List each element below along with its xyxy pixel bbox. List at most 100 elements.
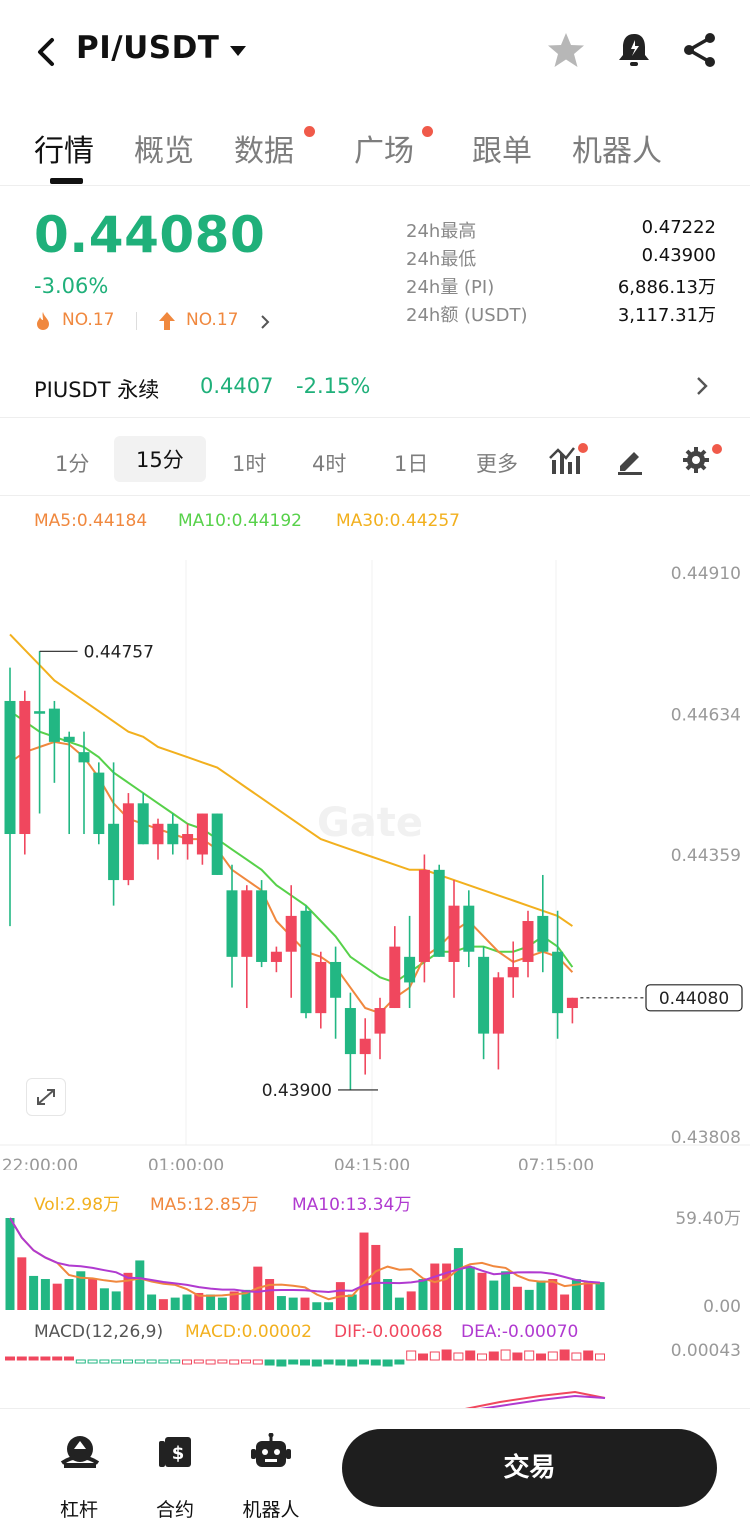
indicator-chart-icon[interactable] bbox=[548, 442, 590, 478]
candle-body-20 bbox=[300, 910, 312, 1014]
candle-body-5 bbox=[78, 752, 90, 763]
macd-bar-45 bbox=[536, 1353, 546, 1361]
macd-bar-22 bbox=[264, 1359, 275, 1366]
interval-15m[interactable]: 15分 bbox=[114, 436, 206, 482]
rank-chevron-right-icon[interactable] bbox=[258, 313, 272, 331]
macd-bar-48 bbox=[571, 1352, 582, 1361]
pair-dropdown-caret-icon[interactable] bbox=[230, 46, 246, 56]
volume-bar-24 bbox=[288, 1297, 298, 1310]
macd-bar-17 bbox=[205, 1359, 216, 1365]
chart-settings-gear-icon[interactable] bbox=[680, 442, 724, 476]
volume-bar-1 bbox=[17, 1257, 27, 1310]
macd-bar-46 bbox=[547, 1351, 558, 1361]
candlestick-chart[interactable]: Gate 0.44910 0.44634 0.44359 0.43808 22:00:… bbox=[0, 540, 750, 1170]
candle-body-28 bbox=[418, 869, 430, 962]
candle-body-7 bbox=[108, 823, 120, 881]
candle-body-24 bbox=[359, 1038, 371, 1055]
favorite-star-icon[interactable] bbox=[546, 30, 586, 70]
pair-title[interactable]: PI/USDT bbox=[76, 30, 220, 66]
volume-bar-30 bbox=[359, 1232, 369, 1310]
bots-button[interactable]: 机器人 bbox=[236, 1432, 306, 1521]
volume-bar-39 bbox=[465, 1266, 475, 1310]
candle-body-34 bbox=[507, 967, 519, 978]
volume-bar-7 bbox=[88, 1279, 98, 1310]
perpetual-contract-row[interactable]: PIUSDT 永续 0.4407 -2.15% bbox=[0, 356, 750, 418]
candle-body-3 bbox=[48, 708, 60, 742]
chart-grid bbox=[0, 560, 750, 1146]
hot-rank[interactable]: NO.17 bbox=[62, 310, 115, 330]
macd-bar-26 bbox=[311, 1359, 322, 1367]
last-price: 0.44080 bbox=[34, 206, 266, 264]
candle-body-21 bbox=[315, 961, 327, 1014]
volume-chart[interactable]: 59.40万 0.00 bbox=[0, 1210, 750, 1320]
candles bbox=[4, 651, 578, 1090]
candle-body-22 bbox=[330, 961, 342, 998]
macd-bar-9 bbox=[111, 1359, 122, 1364]
stat-label-low: 24h最低 bbox=[406, 249, 477, 270]
svg-text:$: $ bbox=[172, 1443, 185, 1464]
interval-1m[interactable]: 1分 bbox=[55, 452, 90, 476]
tab-square[interactable]: 广场 bbox=[354, 134, 414, 169]
vol-ma5-line bbox=[9, 1217, 601, 1301]
volume-bar-43 bbox=[512, 1286, 522, 1310]
x-axis-label: 07:15:00 bbox=[518, 1156, 594, 1170]
perp-name: PIUSDT 永续 bbox=[34, 378, 160, 402]
gainer-rank[interactable]: NO.17 bbox=[186, 310, 239, 330]
macd-legend-title: MACD(12,26,9) bbox=[34, 1322, 164, 1342]
macd-dif-legend: DIF:-0.00068 bbox=[334, 1322, 443, 1342]
volume-bar-37 bbox=[442, 1263, 452, 1310]
ma10-legend: MA10:0.44192 bbox=[178, 511, 302, 531]
interval-1d[interactable]: 1日 bbox=[394, 452, 429, 476]
volume-bar-36 bbox=[430, 1263, 440, 1310]
macd-bar-35 bbox=[418, 1353, 428, 1361]
macd-bar-50 bbox=[595, 1353, 605, 1361]
vol-ma5-legend: MA5:12.85万 bbox=[150, 1195, 259, 1215]
high-marker-label: 0.44757 bbox=[84, 642, 154, 662]
tab-market[interactable]: 行情 bbox=[34, 134, 94, 169]
rank-divider bbox=[136, 312, 137, 330]
interval-bar: 1分 15分 1时 4时 1日 更多 bbox=[0, 428, 750, 496]
macd-bar-44 bbox=[524, 1350, 535, 1361]
interval-4h[interactable]: 4时 bbox=[312, 452, 347, 476]
trade-button[interactable]: 交易 bbox=[342, 1429, 717, 1507]
y-axis-label: 0.44359 bbox=[671, 846, 741, 866]
macd-bar-5 bbox=[64, 1356, 74, 1361]
volume-bar-45 bbox=[536, 1280, 546, 1310]
futures-button[interactable]: $ 合约 bbox=[140, 1433, 210, 1521]
tab-copy-trading[interactable]: 跟单 bbox=[472, 134, 532, 169]
volume-axis-zero: 0.00 bbox=[703, 1297, 741, 1317]
interval-1h[interactable]: 1时 bbox=[232, 452, 267, 476]
tab-bots[interactable]: 机器人 bbox=[572, 134, 662, 169]
candle-body-33 bbox=[492, 977, 504, 1034]
macd-dea-line bbox=[479, 1394, 606, 1408]
share-icon[interactable] bbox=[680, 30, 720, 70]
fullscreen-button[interactable] bbox=[26, 1078, 66, 1116]
expand-arrows-icon bbox=[37, 1089, 55, 1105]
tab-data[interactable]: 数据 bbox=[234, 134, 294, 169]
last-price-tag-box bbox=[645, 984, 743, 1012]
macd-chart[interactable]: 0.00043 bbox=[0, 1338, 750, 1408]
y-axis-label: 0.43808 bbox=[671, 1128, 741, 1148]
perp-chevron-right-icon[interactable] bbox=[692, 374, 712, 398]
candle-body-29 bbox=[433, 869, 445, 957]
back-arrow-icon[interactable] bbox=[28, 30, 68, 74]
volume-bar-32 bbox=[383, 1279, 393, 1310]
low-marker-label: 0.43900 bbox=[262, 1081, 332, 1101]
candle-body-36 bbox=[537, 915, 549, 952]
stat-value-turnover: 3,117.31万 bbox=[617, 305, 716, 326]
candle-body-4 bbox=[63, 736, 75, 742]
macd-bar-2 bbox=[28, 1356, 39, 1361]
price-alert-bell-icon[interactable] bbox=[614, 30, 654, 70]
tab-overview[interactable]: 概览 bbox=[134, 134, 194, 169]
drawing-pen-icon[interactable] bbox=[614, 444, 646, 476]
macd-bar-21 bbox=[252, 1359, 263, 1365]
candle-body-19 bbox=[285, 915, 297, 952]
macd-bar-16 bbox=[193, 1359, 204, 1364]
interval-more[interactable]: 更多 bbox=[476, 452, 518, 476]
volume-bar-25 bbox=[300, 1297, 310, 1310]
margin-button[interactable]: 杠杆 bbox=[44, 1433, 114, 1521]
volume-bar-40 bbox=[477, 1272, 487, 1310]
volume-bar-46 bbox=[548, 1279, 558, 1310]
volume-bar-50 bbox=[595, 1282, 605, 1310]
volume-bar-9 bbox=[111, 1291, 121, 1310]
